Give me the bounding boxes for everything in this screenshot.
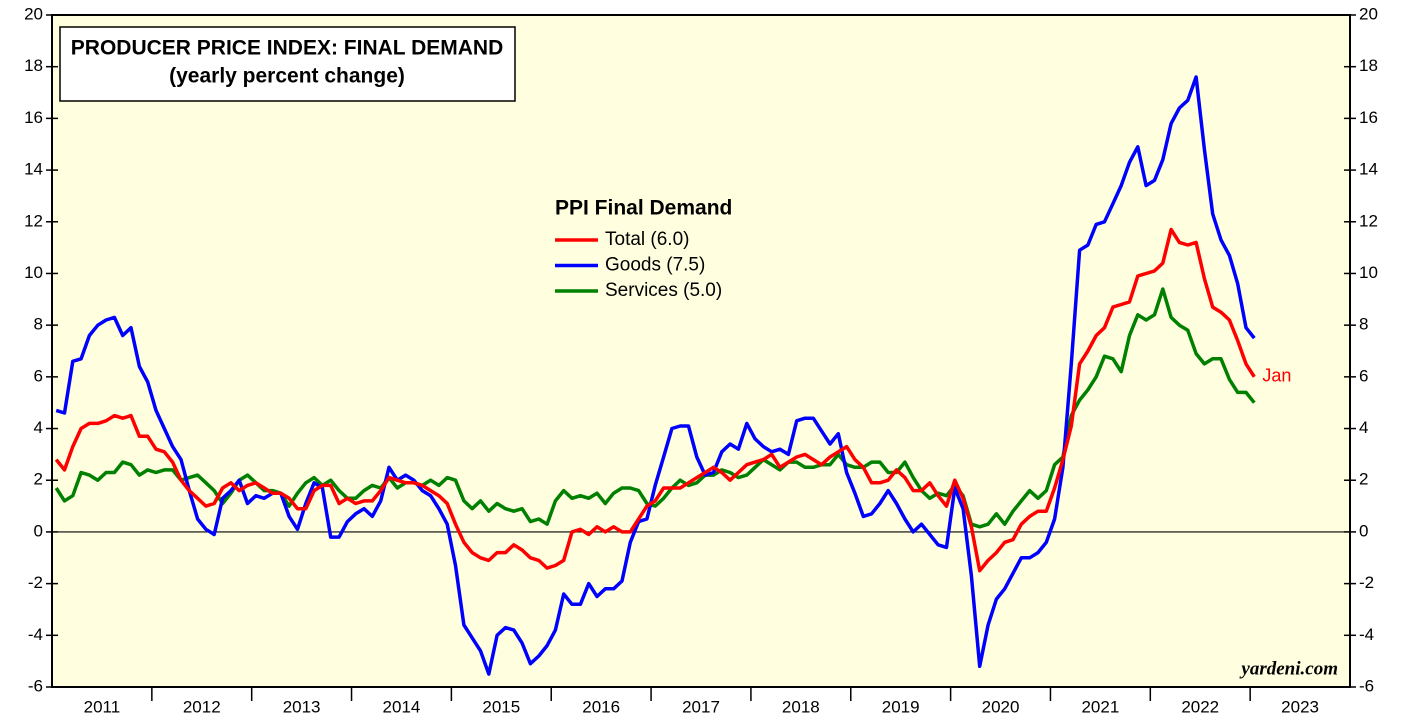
x-tick-label: 2013 <box>283 697 321 716</box>
y-tick-label: 4 <box>34 418 43 437</box>
y2-tick-label: 16 <box>1359 108 1378 127</box>
y2-tick-label: 10 <box>1359 263 1378 282</box>
y-tick-label: 14 <box>24 160 43 179</box>
source-note: yardeni.com <box>1239 658 1338 679</box>
end-label: Jan <box>1262 366 1291 386</box>
legend-label: Goods (7.5) <box>605 255 705 276</box>
y2-tick-label: 0 <box>1359 521 1368 540</box>
y2-tick-label: -6 <box>1359 676 1374 695</box>
y-tick-label: 8 <box>34 315 43 334</box>
x-tick-label: 2012 <box>183 697 221 716</box>
y-tick-label: 6 <box>34 366 43 385</box>
legend-label: Total (6.0) <box>605 229 689 250</box>
x-tick-label: 2019 <box>882 697 920 716</box>
x-tick-label: 2021 <box>1081 697 1119 716</box>
series-line <box>54 227 1256 573</box>
y2-tick-label: 20 <box>1359 4 1378 23</box>
y-tick-label: 12 <box>24 211 43 230</box>
legend-label: Services (5.0) <box>605 280 722 301</box>
x-tick-label: 2016 <box>582 697 620 716</box>
x-tick-label: 2014 <box>383 697 421 716</box>
y2-tick-label: -4 <box>1359 625 1374 644</box>
x-tick-label: 2023 <box>1281 697 1319 716</box>
x-tick-label: 2018 <box>782 697 820 716</box>
x-tick-label: 2011 <box>84 697 121 716</box>
chart-title: PRODUCER PRICE INDEX: FINAL DEMAND <box>71 37 503 60</box>
y2-tick-label: 4 <box>1359 418 1368 437</box>
y2-tick-label: 12 <box>1359 211 1378 230</box>
title-box <box>59 26 516 102</box>
y-tick-label: 0 <box>34 521 43 540</box>
legend-title: PPI Final Demand <box>555 197 732 220</box>
chart-subtitle: (yearly percent change) <box>169 65 405 88</box>
y-tick-label: 2 <box>34 470 43 489</box>
y-tick-label: -6 <box>28 676 43 695</box>
y2-tick-label: 2 <box>1359 470 1368 489</box>
y2-tick-label: 14 <box>1359 160 1378 179</box>
x-tick-label: 2020 <box>982 697 1020 716</box>
series-line <box>55 75 1256 676</box>
y-tick-label: 18 <box>24 56 43 75</box>
y-tick-label: 10 <box>24 263 43 282</box>
y-tick-label: -4 <box>28 625 43 644</box>
y-tick-label: 20 <box>24 4 43 23</box>
y2-tick-label: 8 <box>1359 315 1368 334</box>
x-tick-label: 2017 <box>682 697 720 716</box>
plot-background <box>51 14 1351 688</box>
y2-tick-label: 6 <box>1359 366 1368 385</box>
x-tick-label: 2015 <box>482 697 520 716</box>
y-tick-label: -2 <box>28 573 43 592</box>
x-tick-label: 2022 <box>1181 697 1219 716</box>
y2-tick-label: 18 <box>1359 56 1378 75</box>
y-tick-label: 16 <box>24 108 43 127</box>
y2-tick-label: -2 <box>1359 573 1374 592</box>
